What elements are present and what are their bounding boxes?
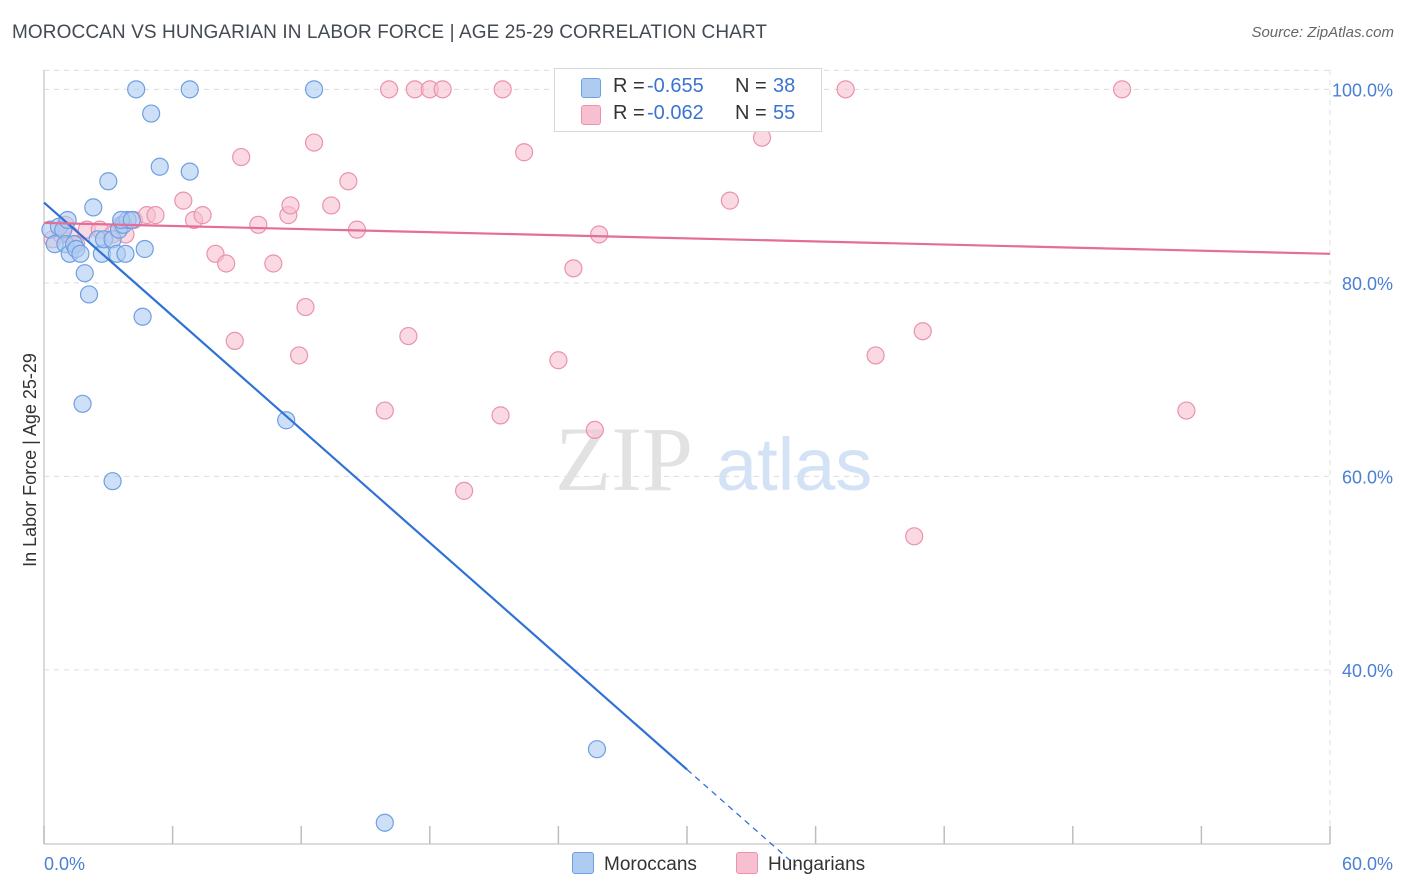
- correlation-legend: R = -0.655 N = 38 R = -0.062 N = 55: [554, 68, 822, 132]
- moroccan-point: [75, 264, 94, 283]
- hungarian-point: [399, 326, 418, 346]
- hungarian-point: [375, 401, 394, 420]
- watermark: ZIP atlas: [555, 408, 872, 510]
- x-tick-label: 0.0%: [44, 854, 85, 874]
- moroccan-points: [41, 80, 607, 832]
- hungarian-swatch: [736, 852, 758, 874]
- hungarian-point: [493, 80, 512, 99]
- moroccan-point: [142, 104, 161, 123]
- moroccan-point: [58, 210, 77, 230]
- hungarian-point: [146, 206, 165, 225]
- moroccan-point: [277, 411, 296, 430]
- series-legend: Moroccans Hungarians: [0, 852, 1406, 878]
- source-label: Source: ZipAtlas.com: [1251, 24, 1394, 41]
- hungarian-point: [304, 133, 324, 152]
- hungarian-point: [193, 206, 212, 225]
- hungarian-point: [491, 406, 510, 425]
- x-tick-label: 60.0%: [1342, 854, 1393, 874]
- moroccan-point: [103, 472, 122, 491]
- hungarian-point: [217, 254, 236, 273]
- hungarian-point: [549, 351, 568, 370]
- moroccan-point: [116, 244, 135, 263]
- n-label: N =: [735, 75, 767, 97]
- hungarian-point: [339, 172, 358, 191]
- n-label: N =: [735, 102, 767, 124]
- legend-label-moroccans: Moroccans: [604, 854, 697, 875]
- r-value: -0.062: [647, 102, 704, 124]
- moroccan-trend-line: [43, 201, 688, 771]
- moroccan-point: [587, 740, 607, 759]
- legend-label-hungarians: Hungarians: [768, 854, 866, 875]
- y-axis-label: In Labor Force | Age 25-29: [20, 353, 40, 567]
- y-tick-label: 60.0%: [1342, 467, 1393, 487]
- moroccan-point: [150, 157, 169, 176]
- moroccan-point: [127, 80, 146, 99]
- n-value: 55: [773, 102, 796, 124]
- grid-lines: [44, 69, 1331, 844]
- hungarian-point: [322, 196, 341, 215]
- hungarian-point: [1177, 401, 1196, 420]
- y-tick-label: 40.0%: [1342, 661, 1393, 681]
- r-label: R =: [613, 102, 645, 124]
- tick-labels: 40.0% 60.0% 80.0% 100.0% 0.0% 60.0%: [44, 80, 1393, 874]
- hungarian-point: [454, 481, 474, 500]
- hungarian-point: [296, 297, 315, 317]
- r-label: R =: [613, 75, 645, 97]
- hungarian-point: [905, 527, 924, 546]
- legend-item-hungarians[interactable]: Hungarians: [736, 852, 865, 876]
- hungarian-point: [379, 80, 399, 99]
- hungarian-point: [515, 143, 534, 162]
- hungarian-point: [720, 191, 739, 210]
- hungarian-point: [225, 331, 244, 350]
- axes: [43, 70, 1331, 845]
- hungarian-trend-line: [43, 221, 1331, 255]
- legend-item-moroccans[interactable]: Moroccans: [572, 852, 697, 876]
- hungarian-point: [585, 420, 604, 440]
- watermark-atlas: atlas: [716, 423, 872, 506]
- n-value: 38: [773, 75, 796, 97]
- y-tick-label: 80.0%: [1342, 274, 1393, 294]
- moroccan-point: [375, 813, 394, 832]
- hungarian-point: [866, 346, 885, 365]
- moroccan-point: [79, 285, 99, 304]
- moroccan-swatch: [581, 78, 601, 98]
- hungarian-point: [264, 254, 283, 273]
- hungarian-point: [281, 196, 300, 215]
- chart-title: MOROCCAN VS HUNGARIAN IN LABOR FORCE | A…: [12, 22, 768, 43]
- hungarian-point: [249, 215, 268, 234]
- moroccan-point: [71, 244, 90, 263]
- hungarian-point: [174, 191, 193, 210]
- trend-lines: [43, 201, 1331, 867]
- hungarian-swatch: [581, 105, 601, 125]
- moroccan-swatch: [572, 852, 594, 874]
- hungarian-point: [564, 259, 583, 278]
- hungarian-point: [913, 322, 932, 341]
- hungarian-point: [590, 225, 609, 244]
- r-value: -0.655: [647, 75, 704, 97]
- moroccan-point: [84, 198, 103, 217]
- moroccan-point: [73, 394, 92, 413]
- moroccan-point: [180, 162, 199, 181]
- hungarian-point: [1112, 80, 1132, 99]
- hungarian-point: [232, 147, 251, 167]
- y-tick-label: 100.0%: [1332, 80, 1393, 100]
- moroccan-point: [180, 80, 199, 99]
- moroccan-point: [135, 239, 154, 259]
- hungarian-point: [433, 80, 452, 99]
- moroccan-trend-extension: [686, 769, 797, 867]
- moroccan-point: [99, 172, 118, 191]
- hungarian-point: [836, 80, 855, 99]
- moroccan-point: [304, 80, 324, 99]
- moroccan-point: [133, 307, 152, 326]
- hungarian-point: [289, 346, 309, 365]
- watermark-zip: ZIP: [555, 408, 693, 510]
